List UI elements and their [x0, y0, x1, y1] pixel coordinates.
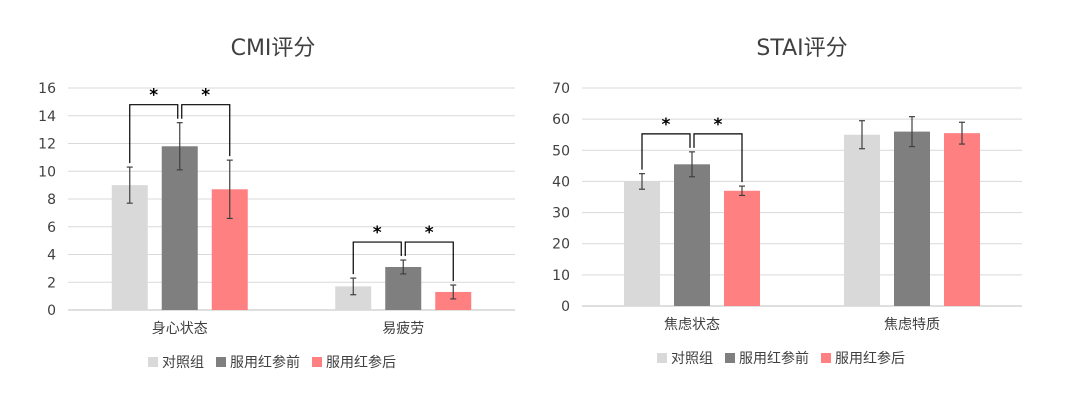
bar-对照组-易疲劳 [335, 286, 372, 310]
significance-marker: * [149, 86, 158, 106]
stai-chart-panel: STAI评分 0 10 20 30 40 50 60 70 焦虑状态 焦虑特质 * * 对照组 服用红参前 服… [540, 0, 1080, 414]
significance-marker: * [373, 223, 382, 243]
significance-bracket [641, 133, 691, 170]
y-tick-label: 12 [38, 137, 56, 153]
chart-title: STAI评分 [756, 36, 847, 61]
bar-对照组-身心状态 [111, 185, 148, 310]
y-tick-label: 4 [47, 248, 56, 264]
significance-bracket [129, 104, 179, 164]
legend-swatch-2 [821, 353, 831, 363]
stai-chart: STAI评分 0 10 20 30 40 50 60 70 焦虑状态 焦虑特质 * * 对照组 服用红参前 服… [552, 36, 1022, 367]
bar-对照组-焦虑状态 [624, 181, 660, 306]
y-tick-label: 16 [38, 81, 56, 97]
significance-bracket [181, 104, 231, 157]
legend-label-1: 服用红参前 [230, 354, 300, 371]
legend-swatch-1 [725, 353, 735, 363]
legend-label-0: 对照组 [671, 351, 713, 367]
x-category-label: 身心状态 [152, 321, 208, 337]
y-tick-label: 8 [47, 192, 56, 208]
y-tick-label: 20 [552, 237, 570, 253]
cmi-chart: CMI评分 0 2 4 6 8 10 12 14 16 身心状态 易疲劳 * * * * 对照组 服用红参前 服用红… [38, 36, 515, 371]
bar-服用红参后-焦虑状态 [724, 190, 760, 306]
cmi-chart-panel: CMI评分 0 2 4 6 8 10 12 14 16 身心状态 易疲劳 * * * * 对照组 服用红参前 服用红… [38, 36, 515, 371]
significance-bracket [352, 241, 402, 275]
y-tick-label: 30 [552, 206, 570, 222]
bar-对照组-焦虑特质 [844, 134, 880, 306]
significance-bracket [404, 241, 454, 282]
chart-title: CMI评分 [231, 36, 316, 61]
y-tick-label: 40 [552, 174, 570, 190]
legend-label-2: 服用红参后 [835, 350, 905, 367]
bar-服用红参前-焦虑状态 [674, 164, 710, 306]
y-tick-label: 2 [47, 275, 56, 291]
y-tick-label: 10 [552, 268, 570, 284]
legend-swatch-0 [148, 357, 158, 367]
significance-marker: * [714, 115, 723, 135]
x-category-label: 易疲劳 [382, 320, 424, 337]
y-tick-label: 0 [47, 303, 56, 319]
legend-swatch-1 [216, 357, 226, 367]
significance-marker: * [201, 86, 210, 106]
y-tick-label: 0 [561, 299, 570, 315]
bar-服用红参前-身心状态 [161, 146, 198, 310]
significance-bracket [693, 133, 743, 183]
y-tick-label: 14 [38, 109, 56, 125]
significance-marker: * [425, 223, 434, 243]
legend-label-1: 服用红参前 [739, 350, 809, 367]
y-tick-label: 60 [552, 112, 570, 128]
y-tick-label: 50 [552, 143, 570, 159]
legend-swatch-2 [312, 357, 322, 367]
y-tick-label: 10 [38, 164, 56, 180]
y-tick-label: 6 [47, 220, 56, 236]
bar-服用红参后-焦虑特质 [944, 133, 980, 306]
legend-label-2: 服用红参后 [326, 354, 396, 371]
significance-marker: * [662, 115, 671, 135]
bar-服用红参后-易疲劳 [435, 291, 472, 310]
legend-swatch-0 [657, 353, 667, 363]
x-category-label: 焦虑状态 [664, 317, 720, 333]
x-category-label: 焦虑特质 [884, 317, 940, 333]
bar-服用红参前-焦虑特质 [894, 131, 930, 306]
legend-label-0: 对照组 [162, 355, 204, 371]
y-tick-label: 70 [552, 81, 570, 97]
